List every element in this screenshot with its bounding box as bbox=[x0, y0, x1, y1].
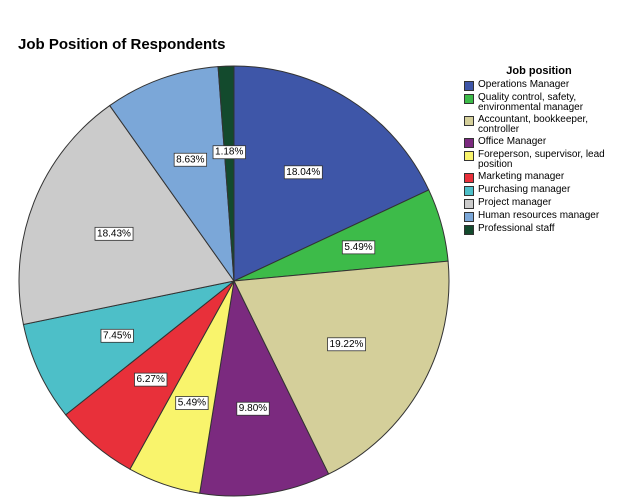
legend-swatch bbox=[464, 173, 474, 183]
data-label: 6.27% bbox=[137, 374, 165, 385]
data-label: 18.04% bbox=[286, 167, 320, 178]
pie-slice bbox=[109, 66, 235, 283]
data-label-box bbox=[134, 372, 168, 387]
legend-label: Operations Manager bbox=[478, 79, 570, 90]
legend-swatch bbox=[464, 186, 474, 196]
data-label-group: 19.22% bbox=[327, 337, 366, 352]
legend-swatch bbox=[464, 199, 474, 209]
legend-entry: Accountant, bookkeeper, controller bbox=[464, 115, 614, 135]
data-label-box bbox=[212, 145, 246, 160]
legend-label: Foreperson, supervisor, lead position bbox=[478, 149, 605, 170]
legend-swatch bbox=[464, 81, 474, 91]
data-label-box bbox=[236, 401, 270, 416]
data-label: 5.49% bbox=[344, 242, 372, 253]
legend-swatch bbox=[464, 225, 474, 235]
legend-label: Human resources manager bbox=[478, 210, 600, 221]
legend-label: Project manager bbox=[478, 197, 552, 208]
legend-entry: Purchasing manager bbox=[464, 185, 614, 196]
legend-label: Marketing manager bbox=[478, 171, 565, 182]
pie-slice bbox=[22, 280, 235, 416]
data-label-group: 6.27% bbox=[134, 372, 168, 387]
legend-entry: Quality control, safety, environmental m… bbox=[464, 93, 614, 113]
legend-entry: Operations Manager bbox=[464, 80, 614, 91]
legend: Job position Operations Manager Quality c… bbox=[464, 66, 614, 237]
data-label-group: 5.49% bbox=[175, 396, 209, 410]
legend-title: Job position bbox=[506, 65, 572, 77]
legend-swatch bbox=[464, 94, 474, 104]
legend-entry: Marketing manager bbox=[464, 172, 614, 183]
legend-swatch bbox=[464, 212, 474, 222]
legend-label: Accountant, bookkeeper, controller bbox=[478, 114, 589, 135]
data-label: 5.49% bbox=[178, 398, 206, 409]
data-label-box bbox=[283, 165, 323, 180]
data-label: 18.43% bbox=[97, 228, 131, 239]
data-label-group: 18.04% bbox=[283, 165, 323, 180]
legend-label: Purchasing manager bbox=[478, 184, 571, 195]
legend-swatch bbox=[464, 116, 474, 126]
legend-label: Office Manager bbox=[478, 136, 547, 147]
data-label-box bbox=[341, 240, 376, 255]
data-label: 7.45% bbox=[103, 330, 131, 341]
data-label-group: 9.80% bbox=[236, 401, 270, 416]
legend-entry: Office Manager bbox=[464, 137, 614, 148]
pie-slice bbox=[233, 260, 450, 475]
data-label: 1.18% bbox=[215, 147, 243, 158]
data-label: 9.80% bbox=[239, 403, 267, 414]
legend-label: Quality control, safety, environmental m… bbox=[478, 92, 584, 113]
data-label: 19.22% bbox=[330, 339, 364, 350]
data-label-box bbox=[327, 337, 366, 352]
data-label-group: 7.45% bbox=[100, 328, 134, 343]
chart-title: Job Position of Respondents bbox=[18, 36, 226, 53]
legend-swatch bbox=[464, 151, 474, 161]
legend-entry: Foreperson, supervisor, lead position bbox=[464, 150, 614, 170]
legend-label: Professional staff bbox=[478, 223, 555, 234]
data-label-box bbox=[94, 226, 134, 241]
data-label-group: 5.49% bbox=[341, 240, 376, 255]
legend-entry: Professional staff bbox=[464, 224, 614, 235]
data-label-group: 1.18% bbox=[212, 145, 246, 160]
pie-slice bbox=[217, 65, 235, 282]
data-label-group: 8.63% bbox=[173, 152, 208, 167]
data-label-group: 18.43% bbox=[94, 226, 134, 241]
legend-entry: Project manager bbox=[464, 198, 614, 209]
data-label: 8.63% bbox=[176, 154, 204, 165]
pie-slice bbox=[199, 279, 330, 497]
data-label-box bbox=[175, 396, 209, 410]
pie-slice bbox=[233, 65, 430, 282]
pie-slice bbox=[18, 104, 235, 326]
legend-entry: Human resources manager bbox=[464, 211, 614, 222]
legend-swatch bbox=[464, 138, 474, 148]
data-label-box bbox=[173, 152, 208, 167]
data-label-box bbox=[100, 328, 134, 343]
